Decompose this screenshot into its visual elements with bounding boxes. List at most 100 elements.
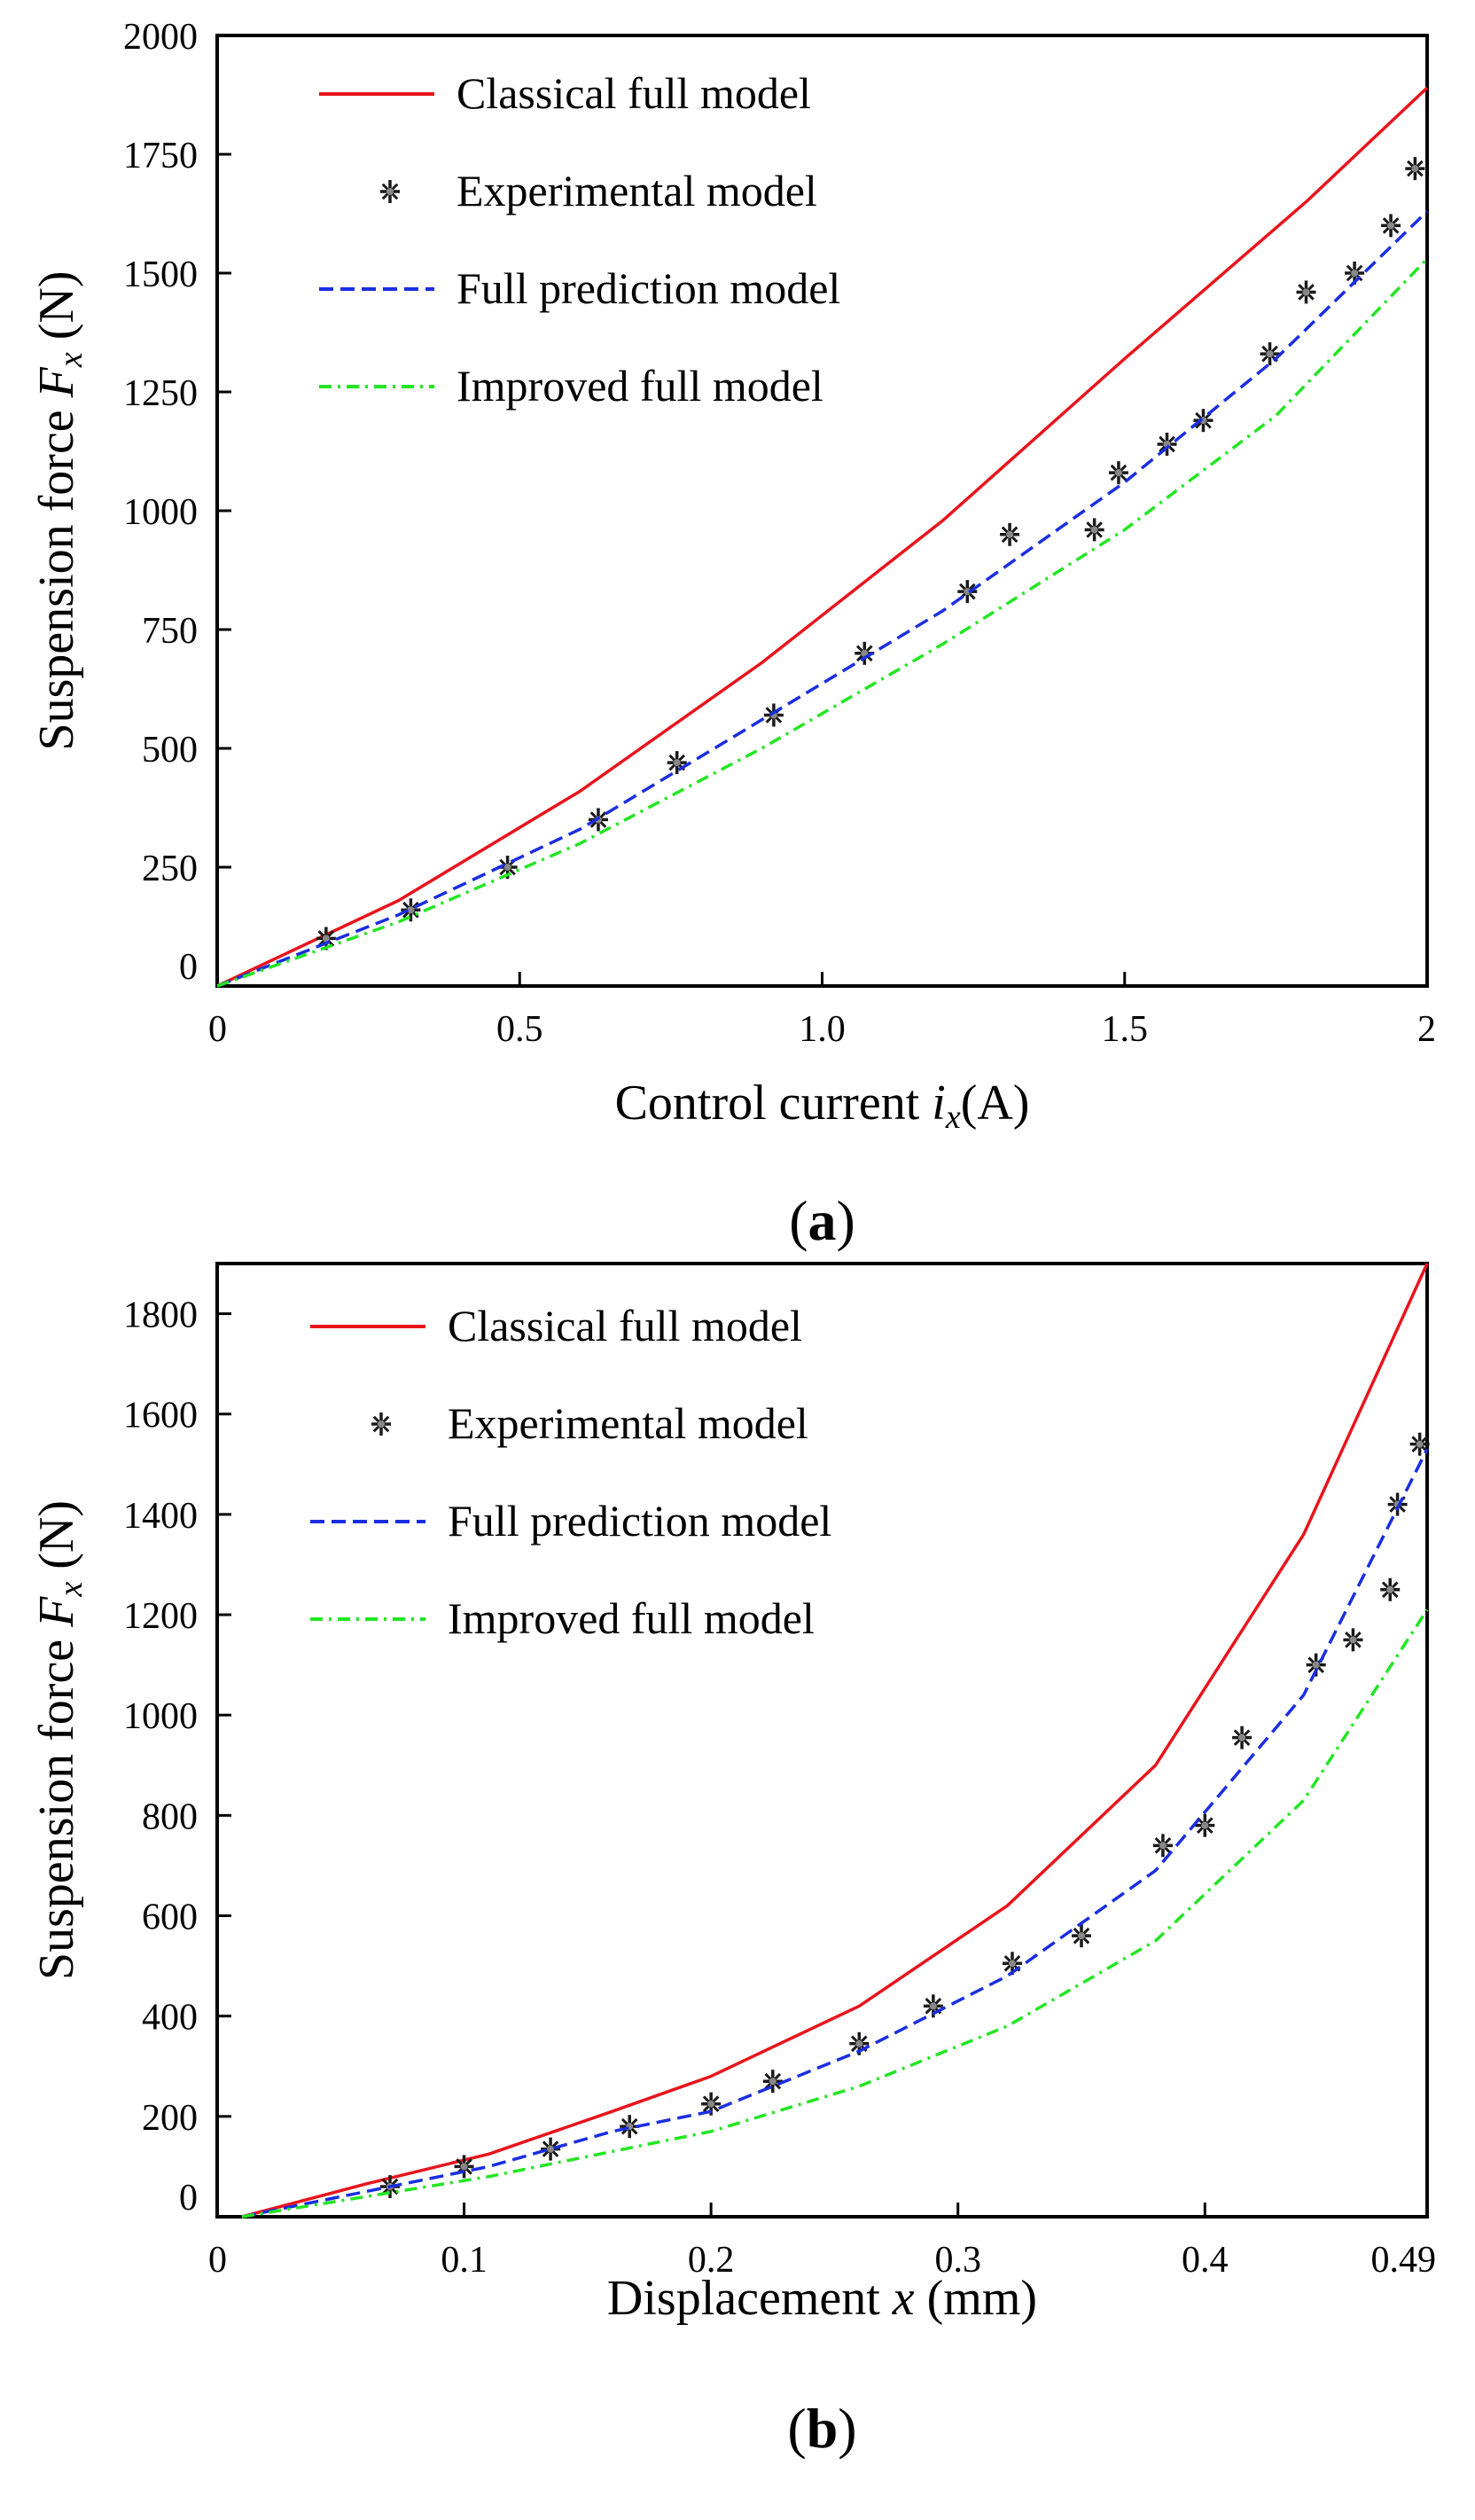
legend-item: Improved full model — [319, 361, 823, 411]
y-tick-label: 500 — [142, 730, 198, 771]
panel-label: (a) — [789, 1189, 855, 1252]
legend-label: Full prediction model — [448, 1496, 831, 1546]
y-tick-label: 400 — [142, 1998, 198, 2039]
x-axis-label-suffix: (mm) — [915, 2271, 1037, 2326]
data-point — [1000, 522, 1020, 546]
y-tick-label: 200 — [142, 2098, 198, 2139]
data-point — [1409, 1432, 1430, 1456]
chart-panel-a: 0 0.5 1.0 1.5 2 0 250 500 750 1000 1250 1500 1750 200… — [29, 17, 1436, 1252]
series-classical-full-model-line — [216, 86, 1429, 988]
y-axis-label: Suspension force Fx (N) — [29, 1500, 90, 1980]
data-point — [316, 927, 336, 951]
x-axis-label-prefix: Control current — [615, 1076, 933, 1131]
data-point — [1345, 262, 1365, 285]
legend-label: Experimental model — [448, 1398, 808, 1448]
series-improved-full-model-line — [216, 257, 1429, 988]
data-point — [1152, 1834, 1173, 1858]
plot-frame — [215, 1262, 1429, 2219]
y-axis-label-suffix: (N) — [29, 1500, 84, 1582]
y-tick-label: 1200 — [123, 1596, 198, 1637]
y-tick-label: 250 — [142, 849, 198, 889]
x-axis-label-sub: x — [945, 1099, 961, 1136]
y-axis-label-prefix: Suspension force — [29, 397, 84, 750]
data-point — [1380, 1577, 1401, 1601]
x-axis-label: Displacement x (mm) — [607, 2271, 1037, 2326]
x-tick-label: 0.5 — [496, 1009, 543, 1050]
legend-item: Experimental model — [371, 1398, 808, 1448]
legend-label: Improved full model — [457, 361, 823, 411]
x-tick-label: 0.49 — [1371, 2240, 1437, 2281]
legend-item: Classical full model — [310, 1301, 802, 1350]
plot-frame — [215, 34, 1429, 988]
y-axis-label-prefix: Suspension force — [29, 1627, 84, 1980]
x-tick-label: 0.1 — [441, 2240, 488, 2281]
legend-label: Classical full model — [457, 68, 811, 118]
legend-item: Improved full model — [310, 1593, 815, 1643]
series-classical-full-model-line — [241, 1263, 1429, 2219]
data-point — [1084, 518, 1104, 542]
y-tick-label: 600 — [142, 1898, 198, 1938]
y-tick-label: 1000 — [123, 492, 198, 533]
x-axis-label-var: i — [932, 1076, 946, 1131]
legend-item: Full prediction model — [310, 1496, 831, 1546]
x-tick-label: 0 — [208, 2240, 227, 2281]
data-point — [1387, 1492, 1408, 1516]
y-tick-label: 0 — [179, 947, 198, 988]
x-tick-label: 0.4 — [1182, 2240, 1229, 2281]
y-tick-label: 1800 — [123, 1295, 198, 1336]
data-point — [1072, 1924, 1091, 1948]
y-axis-label-var: F — [29, 366, 84, 398]
legend-item: Classical full model — [319, 68, 811, 118]
y-tick-label: 2000 — [123, 17, 198, 58]
series-full-prediction-model-line — [241, 1448, 1429, 2219]
legend-label: Full prediction model — [457, 263, 840, 313]
y-axis-label-sub: x — [52, 1582, 90, 1598]
y-axis-label: Suspension force Fx (N) — [29, 271, 90, 751]
data-point — [541, 2137, 561, 2161]
chart-panel-b: 0 0.1 0.2 0.3 0.4 0.49 0 200 400 600 800 1000 1200 14… — [29, 1262, 1437, 2460]
x-tick-label: 0.2 — [688, 2240, 735, 2281]
y-tick-label: 800 — [142, 1796, 198, 1837]
data-point — [1381, 214, 1401, 238]
legend-label: Experimental model — [457, 166, 817, 215]
x-tick-label: 1.0 — [799, 1009, 846, 1050]
legend-item: Experimental model — [380, 166, 817, 215]
legend-marker — [380, 180, 400, 203]
panel-label-letter: a — [808, 1189, 837, 1252]
x-axis-label: Control current ix(A) — [615, 1076, 1030, 1136]
series-full-prediction-model-line — [216, 210, 1429, 988]
x-axis-label-var: x — [892, 2271, 915, 2326]
panel-label-letter: b — [807, 2397, 839, 2460]
y-tick-label: 1250 — [123, 373, 198, 414]
data-point — [1260, 342, 1280, 366]
y-tick-label: 1600 — [123, 1396, 198, 1436]
legend-label: Improved full model — [448, 1593, 815, 1643]
x-tick-label: 1.5 — [1102, 1009, 1149, 1050]
x-tick-label: 0 — [208, 1009, 227, 1050]
y-tick-label: 0 — [179, 2178, 198, 2219]
data-point — [1343, 1628, 1363, 1652]
data-point — [1193, 409, 1214, 433]
data-point — [762, 2070, 783, 2093]
y-tick-label: 1000 — [123, 1696, 198, 1737]
y-axis-label-suffix: (N) — [29, 271, 84, 353]
data-point — [667, 751, 687, 775]
legend-label: Classical full model — [448, 1301, 802, 1350]
y-tick-label: 1750 — [123, 136, 198, 176]
legend: Classical full model Experimental model Fu… — [319, 68, 840, 411]
y-tick-label: 750 — [142, 611, 198, 652]
panel-label: (b) — [787, 2397, 856, 2460]
data-point — [1108, 461, 1128, 485]
x-tick-label: 0.3 — [934, 2240, 981, 2281]
data-point — [1232, 1726, 1253, 1749]
y-axis-label-var: F — [29, 1596, 84, 1628]
legend-marker — [371, 1413, 391, 1436]
series-improved-full-model-line — [241, 1608, 1429, 2219]
legend: Classical full model Experimental model Fu… — [310, 1301, 831, 1643]
legend-item: Full prediction model — [319, 263, 840, 313]
series-experimental-model — [380, 1432, 1430, 2199]
x-tick-label: 2 — [1417, 1009, 1436, 1050]
y-tick-label: 1400 — [123, 1496, 198, 1537]
x-axis-label-suffix: (A) — [961, 1076, 1030, 1131]
